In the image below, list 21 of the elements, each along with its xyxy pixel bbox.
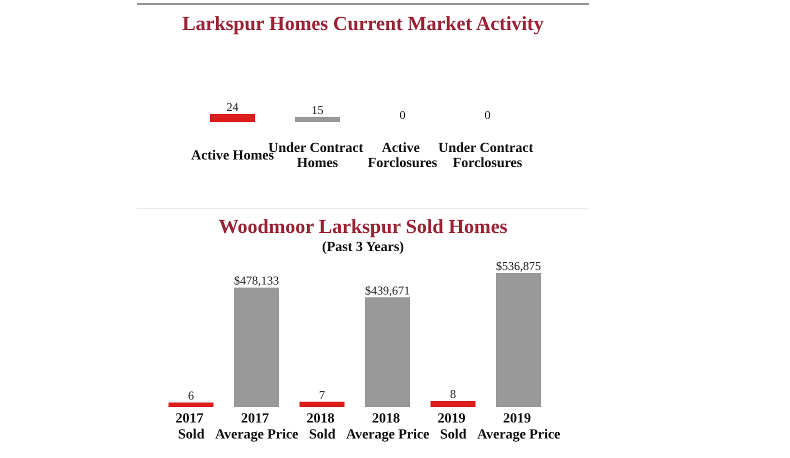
data-label: 15: [312, 103, 324, 117]
chart-title: Larkspur Homes Current Market Activity: [181, 12, 545, 36]
data-label: 8: [450, 387, 456, 402]
x-tick-label: 2017 Average Price: [215, 412, 298, 442]
x-tick-label: 2018 Average Price: [346, 412, 430, 442]
x-tick-label: 2018 Sold: [306, 412, 336, 442]
data-label: 7: [319, 388, 325, 402]
data-label: 0: [400, 108, 406, 122]
data-label: $478,133: [234, 274, 279, 288]
data-label: $439,671: [365, 283, 410, 298]
data-label: 0: [484, 108, 490, 122]
x-tick-label: 2019 Sold: [438, 412, 467, 442]
data-label: $536,875: [496, 259, 541, 273]
data-label: 6: [188, 388, 194, 403]
x-tick-label: Under Contract Forclosures: [438, 141, 534, 171]
x-tick-label: Active Forclosures: [368, 141, 438, 171]
x-tick-label: 2019 Average Price: [477, 412, 560, 442]
chart-subtitle: (Past 3 Years): [321, 239, 405, 257]
data-label: 24: [226, 100, 238, 114]
chart-title: Woodmoor Larkspur Sold Homes: [218, 215, 508, 239]
x-tick-label: 2017 Sold: [176, 412, 205, 442]
